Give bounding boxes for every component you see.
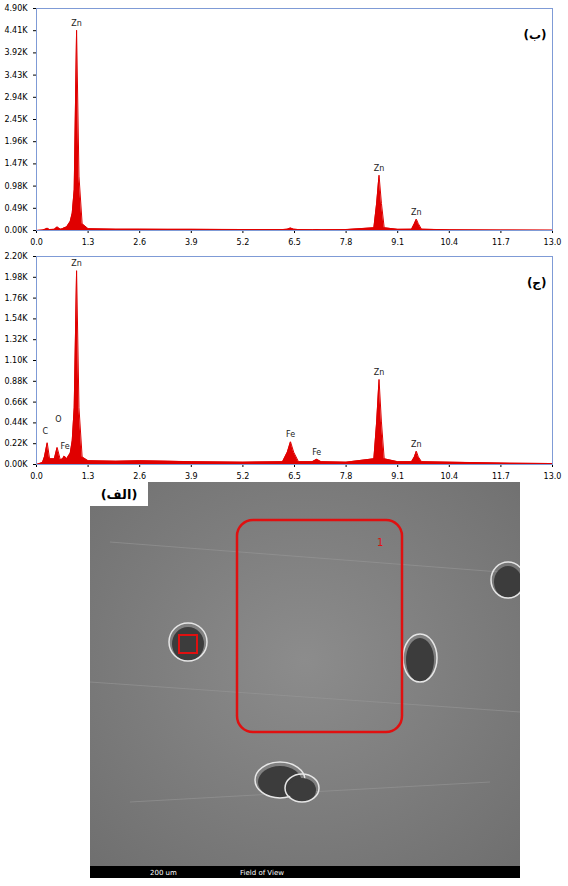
svg-text:0.0: 0.0 [30,238,43,247]
svg-text:13.0: 13.0 [544,238,562,247]
svg-text:10.4: 10.4 [440,238,458,247]
svg-text:Zn: Zn [374,368,385,377]
svg-text:0.00K: 0.00K [4,460,28,469]
svg-text:4.41K: 4.41K [4,26,28,35]
svg-text:5.2: 5.2 [237,238,250,247]
svg-text:2.6: 2.6 [133,472,146,481]
svg-text:Fe: Fe [286,430,295,439]
svg-text:Zn: Zn [71,259,82,268]
svg-text:(ج): (ج) [527,276,547,290]
svg-text:(الف): (الف) [101,487,138,502]
svg-text:0.22K: 0.22K [4,439,28,448]
svg-text:3.43K: 3.43K [4,71,28,80]
svg-text:3.9: 3.9 [185,238,198,247]
svg-text:2.20K: 2.20K [4,252,28,261]
svg-text:11.7: 11.7 [492,238,510,247]
svg-text:0.44K: 0.44K [4,418,28,427]
svg-text:4.90K: 4.90K [4,4,28,13]
svg-text:1.98K: 1.98K [4,273,28,282]
svg-text:10.4: 10.4 [440,472,458,481]
svg-text:1: 1 [377,537,383,548]
svg-text:7.8: 7.8 [340,472,353,481]
svg-text:0.66K: 0.66K [4,398,28,407]
svg-text:1.96K: 1.96K [4,137,28,146]
svg-text:1.76K: 1.76K [4,294,28,303]
svg-text:2.45K: 2.45K [4,115,28,124]
svg-text:6.5: 6.5 [288,472,301,481]
svg-text:Fe: Fe [312,448,321,457]
svg-text:1.3: 1.3 [82,472,95,481]
svg-text:200 um: 200 um [150,869,177,877]
svg-text:2.94K: 2.94K [4,93,28,102]
svg-text:1.10K: 1.10K [4,356,28,365]
svg-text:0.88K: 0.88K [4,377,28,386]
svg-text:Zn: Zn [71,19,82,28]
svg-text:Zn: Zn [411,208,422,217]
svg-text:1.47K: 1.47K [4,159,28,168]
svg-text:9.1: 9.1 [391,472,404,481]
svg-text:13.0: 13.0 [544,472,562,481]
svg-text:6.5: 6.5 [288,238,301,247]
svg-text:2.6: 2.6 [133,238,146,247]
svg-text:0.49K: 0.49K [4,204,28,213]
svg-text:9.1: 9.1 [391,238,404,247]
svg-text:(ب): (ب) [523,28,546,42]
svg-text:0.0: 0.0 [30,472,43,481]
svg-text:0.98K: 0.98K [4,182,28,191]
svg-text:3.9: 3.9 [185,472,198,481]
svg-text:3.92K: 3.92K [4,48,28,57]
svg-text:Field of View: Field of View [240,869,284,877]
svg-text:1.54K: 1.54K [4,314,28,323]
svg-text:11.7: 11.7 [492,472,510,481]
svg-text:7.8: 7.8 [340,238,353,247]
svg-text:C: C [42,427,48,436]
svg-text:Zn: Zn [411,440,422,449]
svg-text:1.32K: 1.32K [4,335,28,344]
svg-text:1.3: 1.3 [82,238,95,247]
svg-text:O: O [55,415,61,424]
svg-text:5.2: 5.2 [237,472,250,481]
svg-text:0.00K: 0.00K [4,226,28,235]
svg-text:Fe: Fe [61,442,70,451]
svg-text:Zn: Zn [374,164,385,173]
